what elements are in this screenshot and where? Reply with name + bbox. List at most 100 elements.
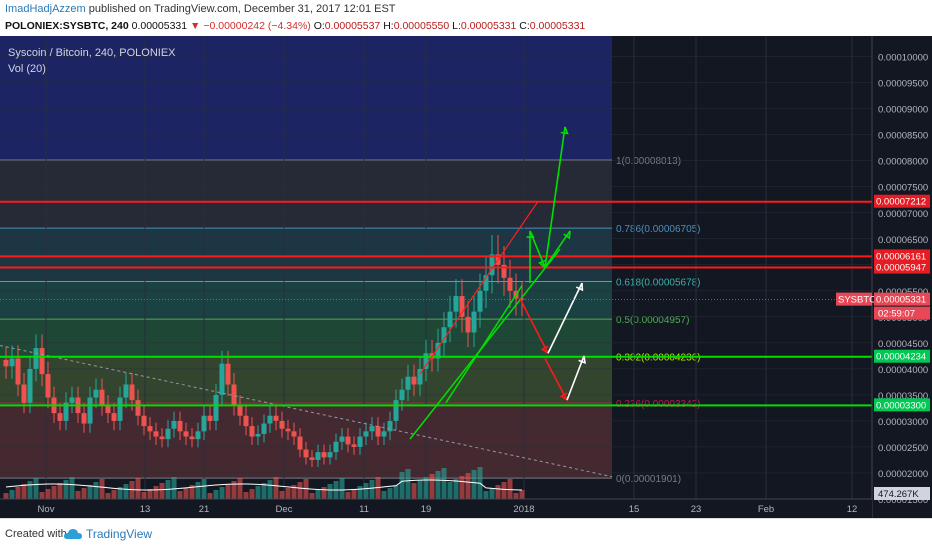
bullish-arrow-head xyxy=(578,355,586,365)
downtrend-line xyxy=(0,344,613,478)
candle-body xyxy=(375,426,381,437)
open-value: 0.00005537 xyxy=(324,20,381,32)
price-axis-tick: 0.00001500 xyxy=(878,495,928,506)
candle-body xyxy=(339,436,345,442)
support-price-tag-text: 0.00003300 xyxy=(876,400,926,411)
volume-bar xyxy=(243,492,249,499)
candle-body xyxy=(447,311,453,328)
candle-body xyxy=(267,415,273,424)
volume-bar xyxy=(297,482,303,499)
candle-body xyxy=(129,384,135,401)
close-value: 0.00005331 xyxy=(529,20,586,32)
volume-bar xyxy=(285,488,291,499)
price-chart[interactable]: 1(0.00008013) 0.786(0.00006705) 0.618(0.00… xyxy=(0,36,932,518)
volume-bar xyxy=(435,471,441,499)
candle-body xyxy=(63,402,69,421)
candle-body xyxy=(57,413,63,421)
bullish-arrow-head xyxy=(560,126,569,135)
candle-body xyxy=(189,436,195,440)
candle-body xyxy=(231,384,237,406)
support-price-tag xyxy=(874,349,930,363)
resistance-price-tag xyxy=(874,194,930,208)
volume-bar xyxy=(123,484,129,499)
support-price-tag xyxy=(874,398,930,412)
volume-bar xyxy=(39,492,45,499)
author-link[interactable]: ImadHadjAzzem xyxy=(5,3,86,15)
price-axis-tick: 0.00004000 xyxy=(878,365,928,376)
candle-body xyxy=(519,298,525,300)
down-arrow-icon: ▼ xyxy=(190,20,201,32)
open-label: O: xyxy=(313,20,325,32)
last-price-tag-text: 0.00005331 xyxy=(876,295,926,306)
bullish-arrow-head xyxy=(563,230,571,240)
volume-bar xyxy=(153,486,159,499)
volume-bar xyxy=(255,486,261,499)
volume-bar xyxy=(375,477,381,499)
candle-body xyxy=(159,436,165,440)
time-axis-tick: 11 xyxy=(359,504,369,515)
volume-bar xyxy=(45,489,51,499)
candle-body xyxy=(279,420,285,429)
candle-body xyxy=(465,316,471,333)
volume-bar xyxy=(15,487,21,499)
volume-bar xyxy=(411,483,417,499)
candle-body xyxy=(399,389,405,401)
candle-body xyxy=(135,400,141,416)
candle-body xyxy=(153,431,159,437)
resistance-price-tag xyxy=(874,249,930,263)
candle-body xyxy=(39,348,45,375)
volume-bar xyxy=(93,482,99,499)
candle-body xyxy=(423,353,429,369)
price-axis-tick: 0.00008500 xyxy=(878,131,928,142)
candle-body xyxy=(123,384,129,398)
volume-bar xyxy=(291,485,297,499)
symbol-tag xyxy=(836,292,872,306)
bearish-arrow-head xyxy=(540,345,549,354)
volume-bar xyxy=(207,493,213,499)
candle-body xyxy=(195,431,201,440)
volume-bar xyxy=(339,478,345,499)
bearish-arrow xyxy=(544,358,568,401)
candle-body xyxy=(489,254,495,276)
candle-body xyxy=(165,428,171,440)
high-value: 0.00005550 xyxy=(393,20,450,32)
time-axis-tick: 15 xyxy=(629,504,640,515)
candle-body xyxy=(363,431,369,437)
price-axis xyxy=(872,36,932,518)
volume-tag-text: 474.267K xyxy=(878,489,919,500)
volume-indicator-label: Vol (20) xyxy=(8,63,46,75)
candle-body xyxy=(381,431,387,437)
created-with-text: Created with xyxy=(5,528,67,540)
volume-bar xyxy=(399,472,405,499)
time-axis-tick: Nov xyxy=(38,504,55,515)
price-axis-tick: 0.00003000 xyxy=(878,417,928,428)
candle-body xyxy=(117,397,123,421)
candle-body xyxy=(33,348,39,369)
volume-bar xyxy=(81,488,87,499)
volume-bar xyxy=(21,484,27,499)
candle-body xyxy=(207,415,213,421)
candle-body xyxy=(321,452,327,458)
chart-frame[interactable]: 1(0.00008013) 0.786(0.00006705) 0.618(0.00… xyxy=(0,36,932,518)
volume-bar xyxy=(381,491,387,499)
candle-body xyxy=(477,290,483,312)
volume-bar xyxy=(201,479,207,499)
symbol-tag-text: SYSBTC xyxy=(838,295,876,306)
candle-body xyxy=(3,359,9,367)
fib-band xyxy=(0,319,612,357)
volume-bar xyxy=(135,478,141,499)
volume-bar xyxy=(75,491,81,499)
candle-body xyxy=(357,436,363,447)
candle-body xyxy=(351,444,357,447)
volume-bar xyxy=(111,490,117,499)
volume-bar xyxy=(63,480,69,499)
fib-level-label: 1(0.00008013) xyxy=(616,156,681,167)
bullish-arrow xyxy=(544,230,571,268)
candle-body xyxy=(141,415,147,427)
volume-bar xyxy=(369,480,375,499)
volume-bar xyxy=(267,480,273,499)
price-axis-tick: 0.00006500 xyxy=(878,235,928,246)
last-price-tag xyxy=(874,292,930,306)
tradingview-brand-link[interactable]: TradingView xyxy=(86,527,153,541)
volume-bar xyxy=(363,483,369,499)
